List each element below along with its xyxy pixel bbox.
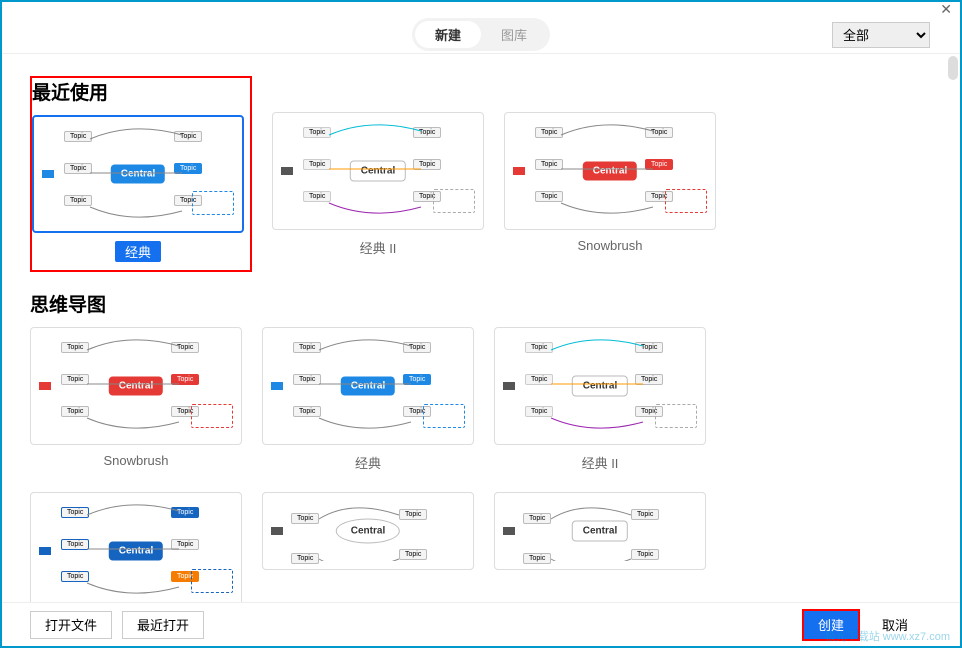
thumbnail-classic: CentralTopicTopicTopicTopicTopicTopic [32, 115, 244, 233]
template-card[interactable]: CentralTopicTopicTopicTopic [262, 492, 474, 602]
tabs: 新建 图库 [412, 18, 550, 51]
close-icon[interactable]: ✕ [940, 2, 952, 16]
filter-select[interactable]: 全部 [832, 22, 930, 48]
tab-library[interactable]: 图库 [481, 21, 547, 48]
footer: 打开文件 最近打开 创建 取消 [2, 602, 960, 646]
template-card[interactable]: CentralTopicTopicTopicTopicTopicTopic 经典 [32, 115, 244, 262]
template-card[interactable]: CentralTopicTopicTopicTopicTopicTopic 经典… [272, 112, 484, 257]
template-label: 经典 [115, 241, 161, 262]
template-label: 经典 II [360, 238, 397, 257]
template-card[interactable]: CentralTopicTopicTopicTopic [494, 492, 706, 602]
template-label: 经典 [355, 453, 381, 472]
template-card[interactable]: CentralTopicTopicTopicTopicTopicTopic Sn… [504, 112, 716, 257]
template-card[interactable]: CentralTopicTopicTopicTopicTopicTopic经典 [262, 327, 474, 472]
template-label: Snowbrush [103, 453, 168, 468]
template-card[interactable]: CentralTopicTopicTopicTopicTopicTopic经典 … [494, 327, 706, 472]
open-file-button[interactable]: 打开文件 [30, 611, 112, 639]
watermark: 极光下载站 www.xz7.com [825, 628, 950, 644]
header: 新建 图库 全部 [2, 16, 960, 54]
highlight-box: 最近使用 CentralTopicTopicTopicTopicTopicTop… [30, 76, 252, 272]
template-label: 经典 II [582, 453, 619, 472]
template-card[interactable]: CentralTopicTopicTopicTopicTopicTopic商务 [30, 492, 242, 602]
tab-new[interactable]: 新建 [415, 21, 481, 48]
mindmap-grid: CentralTopicTopicTopicTopicTopicTopicSno… [30, 327, 932, 602]
recent-section: 最近使用 CentralTopicTopicTopicTopicTopicTop… [30, 76, 932, 272]
mindmap-title: 思维导图 [30, 290, 932, 317]
recent-title: 最近使用 [32, 78, 244, 105]
recent-open-button[interactable]: 最近打开 [122, 611, 204, 639]
template-card[interactable]: CentralTopicTopicTopicTopicTopicTopicSno… [30, 327, 242, 472]
template-label: Snowbrush [577, 238, 642, 253]
content: 最近使用 CentralTopicTopicTopicTopicTopicTop… [2, 56, 960, 602]
thumbnail-snowbrush: CentralTopicTopicTopicTopicTopicTopic [504, 112, 716, 230]
thumbnail-classic2: CentralTopicTopicTopicTopicTopicTopic [272, 112, 484, 230]
titlebar: ✕ [2, 2, 960, 16]
